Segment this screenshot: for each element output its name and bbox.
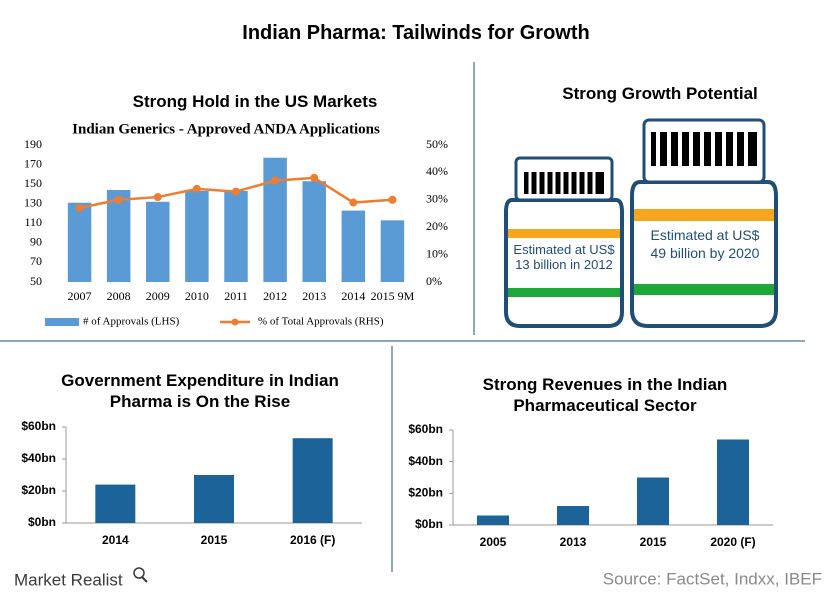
bar: [637, 477, 669, 525]
y-tick-label: 40%: [426, 164, 448, 178]
y-tick-label: 110: [24, 215, 42, 229]
y-tick-label: 150: [24, 176, 42, 190]
y-tick-label: $0bn: [415, 517, 443, 531]
legend-swatch: [45, 318, 79, 326]
source: Source: FactSet, Indxx, IBEF: [603, 569, 822, 588]
y-tick-label: $40bn: [408, 454, 443, 468]
x-tick-label: 2008: [107, 289, 131, 303]
legend-label: % of Total Approvals (RHS): [258, 316, 384, 328]
line-marker: [349, 198, 358, 207]
bar: [146, 201, 170, 282]
bar: [263, 157, 287, 282]
line-marker: [310, 173, 319, 182]
legend-swatch: [231, 318, 239, 326]
y-tick-label: $60bn: [21, 419, 56, 433]
bar: [67, 202, 92, 282]
y-tick-label: $60bn: [408, 422, 443, 436]
y-tick-label: $20bn: [408, 486, 443, 500]
y-tick-label: 190: [24, 137, 42, 151]
y-tick-label: 170: [24, 156, 42, 170]
page-title: Indian Pharma: Tailwinds for Growth: [242, 22, 590, 44]
line-marker: [232, 187, 240, 196]
bar: [717, 439, 749, 525]
x-tick-label: 2020 (F): [710, 535, 755, 549]
x-tick-label: 2013: [560, 535, 587, 549]
line-marker: [192, 184, 201, 193]
y-tick-label: 90: [30, 235, 42, 249]
x-tick-label: 2015: [640, 535, 667, 549]
x-tick-label: 2015 9M: [371, 289, 415, 303]
bar: [185, 190, 209, 282]
y-tick-label: 130: [24, 195, 42, 209]
y-tick-label: $40bn: [21, 451, 56, 465]
bar: [341, 210, 366, 282]
chart-subtitle: Indian Generics - Approved ANDA Applicat…: [72, 121, 380, 137]
line-marker: [153, 193, 162, 202]
chart-title: Strong Revenues in the Indian Pharmaceut…: [482, 375, 728, 415]
bottle-small: [504, 156, 624, 328]
x-tick-label: 2011: [224, 289, 248, 303]
bottle-large: [630, 118, 778, 328]
y-tick-label: $20bn: [21, 483, 56, 497]
line-marker: [388, 195, 397, 204]
y-tick-label: 50: [30, 274, 42, 288]
chart-title: Government Expenditure in Indian Pharma …: [61, 371, 339, 411]
chart-title: Strong Hold in the US Markets: [132, 92, 378, 111]
y-tick-label: 10%: [426, 246, 448, 260]
bottle-text: Estimated at US$ 13 billion in 2012: [513, 242, 615, 272]
bar: [194, 475, 234, 523]
line-marker: [271, 176, 280, 185]
x-tick-label: 2014: [102, 533, 129, 547]
x-tick-label: 2012: [263, 289, 287, 303]
y-tick-label: 0%: [426, 274, 442, 288]
x-tick-label: 2010: [185, 289, 209, 303]
bar: [302, 181, 326, 282]
x-tick-label: 2015: [201, 533, 228, 547]
bar: [106, 190, 131, 282]
y-tick-label: 30%: [426, 192, 448, 206]
bar: [292, 438, 333, 523]
brand-icon: [133, 567, 145, 579]
y-tick-label: 20%: [426, 219, 448, 233]
y-tick-label: 70: [30, 254, 42, 268]
bar: [477, 515, 509, 525]
bar: [557, 506, 589, 525]
bar: [224, 190, 248, 282]
bar: [95, 484, 136, 523]
line-marker: [75, 204, 84, 213]
bar: [380, 220, 405, 282]
section-title: Strong Growth Potential: [562, 84, 758, 103]
x-tick-label: 2016 (F): [290, 533, 335, 547]
x-tick-label: 2013: [302, 289, 326, 303]
x-tick-label: 2005: [480, 535, 507, 549]
bottle-text: Estimated at US$ 49 billion by 2020: [650, 227, 760, 261]
x-tick-label: 2014: [341, 289, 365, 303]
y-tick-label: 50%: [426, 137, 448, 151]
legend-label: # of Approvals (LHS): [83, 316, 180, 328]
brand: Market Realist: [14, 570, 123, 589]
x-tick-label: 2009: [146, 289, 170, 303]
line-marker: [114, 195, 123, 204]
brand-icon: [141, 576, 148, 583]
x-tick-label: 2007: [68, 289, 92, 303]
y-tick-label: $0bn: [28, 515, 56, 529]
